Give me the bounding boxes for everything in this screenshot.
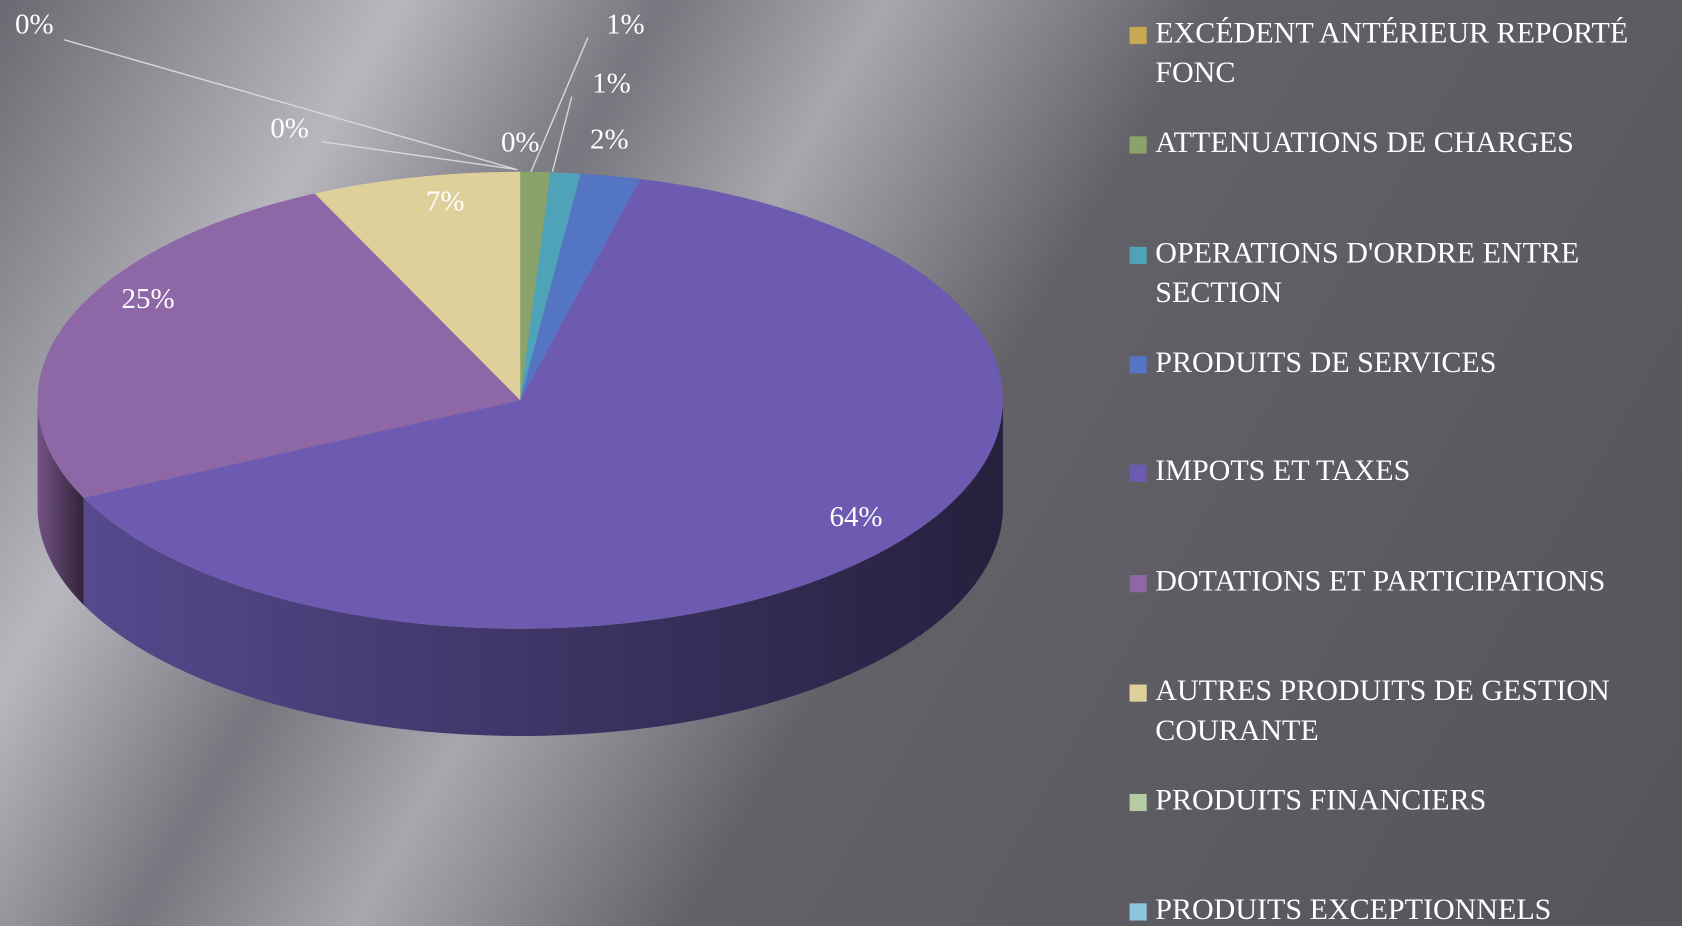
- leader-line: [530, 37, 589, 173]
- legend-label: PRODUITS DE SERVICES: [1155, 346, 1496, 379]
- data-label: 0%: [270, 113, 309, 145]
- legend-swatch: [1129, 464, 1147, 482]
- legend-swatch: [1129, 26, 1147, 45]
- slice: [37, 193, 521, 498]
- slice-side: [83, 400, 1003, 737]
- data-label: 0%: [15, 9, 54, 41]
- legend-label: EXCÉDENT ANTÉRIEUR REPORTÉ FONC: [1155, 16, 1628, 89]
- legend-swatch: [1129, 575, 1147, 593]
- legend-label: OPERATIONS D'ORDRE ENTRE SECTION: [1155, 236, 1579, 309]
- legend-swatch: [1129, 684, 1147, 702]
- slice: [314, 171, 521, 401]
- legend-label: PRODUITS FINANCIERS: [1155, 783, 1486, 816]
- leader-line: [551, 96, 573, 172]
- data-label: 0%: [501, 127, 540, 159]
- data-label: 25%: [121, 283, 174, 315]
- legend-swatch: [1129, 136, 1147, 154]
- data-label: 2%: [590, 123, 629, 155]
- legend-swatch: [1129, 793, 1147, 812]
- slice: [520, 173, 641, 401]
- legend-swatch: [1129, 356, 1147, 374]
- leader-line: [64, 39, 518, 171]
- legend-label: ATTENUATIONS DE CHARGES: [1155, 126, 1574, 159]
- legend-swatch: [1129, 246, 1147, 265]
- slice: [520, 171, 551, 401]
- slice-side: [37, 400, 84, 605]
- data-label: 64%: [829, 501, 882, 533]
- legend-label: PRODUITS EXCEPTIONNELS: [1155, 893, 1551, 926]
- legend-label: IMPOTS ET TAXES: [1155, 454, 1410, 487]
- data-label: 7%: [426, 186, 465, 218]
- legend-label: AUTRES PRODUITS DE GESTION COURANTE: [1155, 674, 1609, 747]
- data-label: 1%: [606, 9, 645, 41]
- legend-label: DOTATIONS ET PARTICIPATIONS: [1155, 565, 1605, 598]
- leader-line: [321, 141, 518, 171]
- slice: [520, 172, 581, 401]
- data-label: 1%: [592, 68, 631, 100]
- slice: [83, 178, 1003, 629]
- legend-swatch: [1129, 903, 1147, 921]
